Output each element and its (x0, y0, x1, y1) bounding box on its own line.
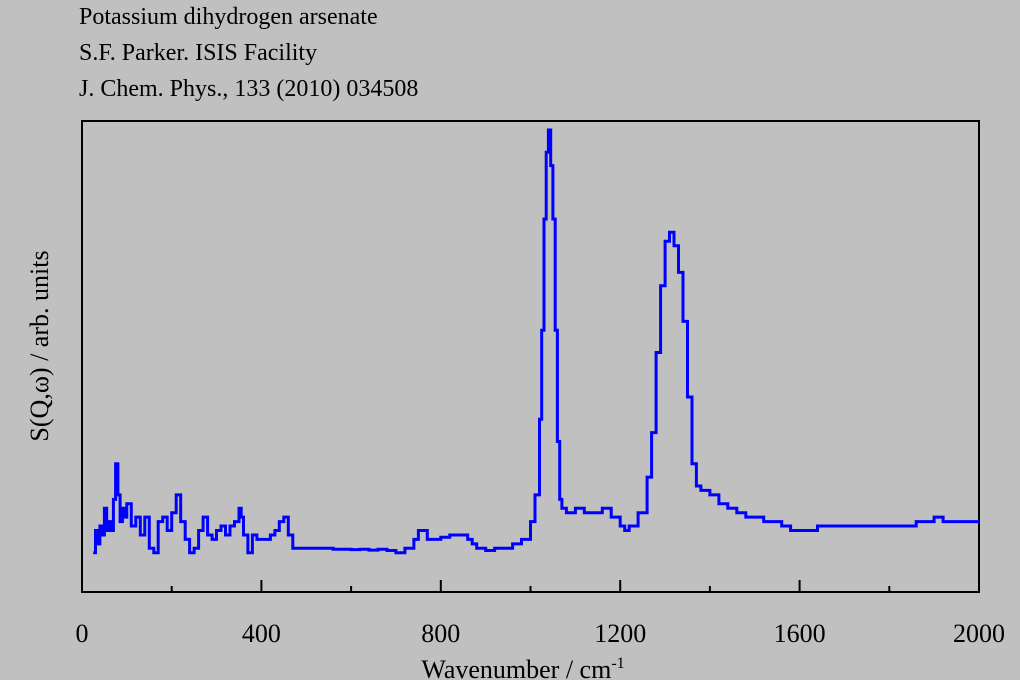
y-axis-label: S(Q,ω) / arb. units (25, 250, 54, 441)
chart-citation-line: J. Chem. Phys., 133 (2010) 034508 (79, 76, 419, 102)
plot-area (93, 128, 979, 555)
chart-author-line: S.F. Parker. ISIS Facility (79, 40, 318, 66)
x-tick-label: 0 (76, 619, 89, 648)
x-tick-label: 2000 (953, 619, 1005, 648)
x-axis-ticks: 0 400 800 1200 1600 2000 (76, 580, 1005, 648)
x-tick-label: 400 (242, 619, 281, 648)
x-tick-label: 1200 (594, 619, 646, 648)
spectrum-series-line-0 (93, 128, 979, 555)
x-axis-label: Wavenumber / cm-1 (421, 655, 624, 680)
x-tick-label: 800 (421, 619, 460, 648)
x-tick-label: 1600 (774, 619, 826, 648)
chart-title: Potassium dihydrogen arsenate (79, 4, 378, 30)
